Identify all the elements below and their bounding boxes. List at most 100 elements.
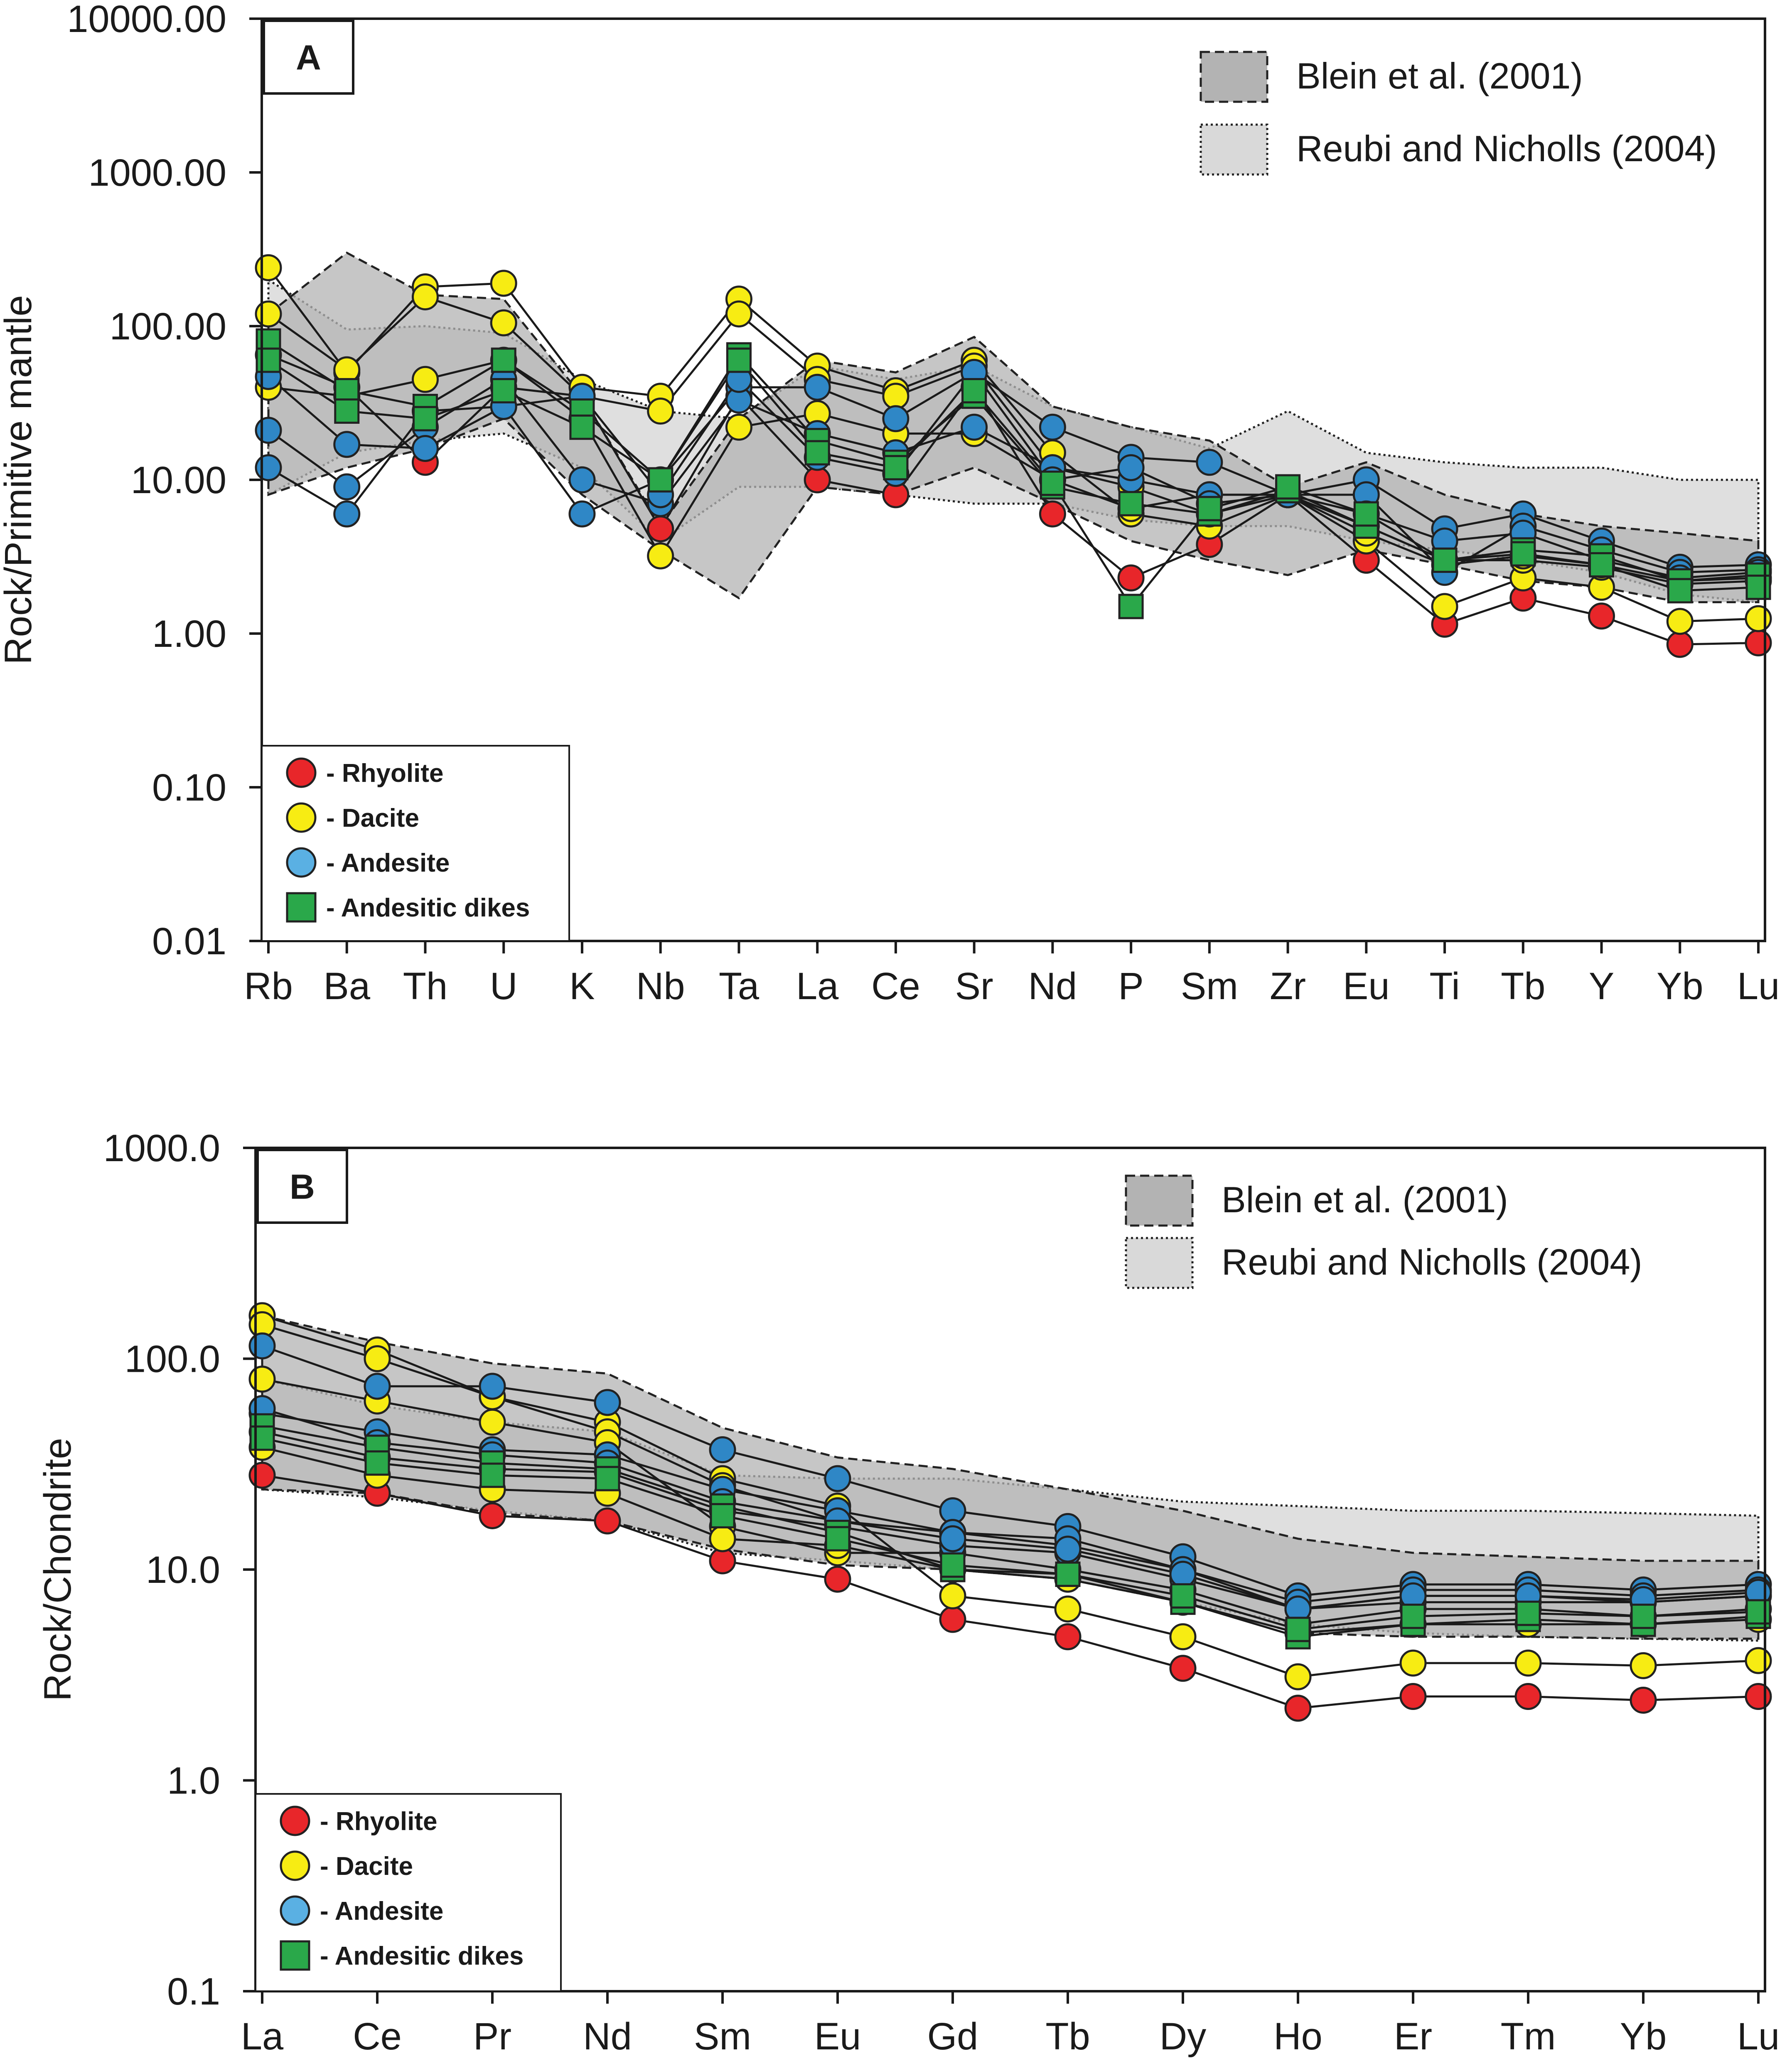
panel-b-point-dacite-er — [1399, 1649, 1427, 1677]
panel-b-point-andesite-gd — [939, 1525, 966, 1553]
panel-a-point-dikes-la — [804, 440, 830, 466]
panel-a-legend-swatch-blein — [1200, 51, 1268, 103]
panel-a-point-dacite-rb — [255, 254, 282, 281]
panel-a-point-andesite-la — [804, 373, 831, 401]
panel-a-point-rhyolite-y — [1588, 602, 1615, 630]
panel-a-xtick-label-p: P — [1118, 965, 1143, 1007]
panel-a-point-dikes-nd — [1040, 470, 1065, 496]
panel-a-point-dikes-p — [1118, 594, 1144, 619]
panel-b-point-rhyolite-tb — [1054, 1623, 1082, 1651]
panel-a-legend-marker-dacite — [286, 802, 317, 833]
panel-a-point-dacite-th — [411, 283, 439, 311]
panel-b-point-dacite-dy — [1169, 1623, 1197, 1651]
panel-b-point-dacite-gd — [939, 1582, 966, 1609]
panel-b-xtick-label-er: Er — [1394, 2015, 1432, 2058]
panel-a-legend-label-blein: Blein et al. (2001) — [1296, 55, 1583, 96]
panel-b-point-rhyolite-lu — [1745, 1683, 1772, 1710]
panel-b-xtick-label-dy: Dy — [1160, 2015, 1206, 2058]
panel-a-point-rhyolite-nd — [1039, 500, 1066, 528]
panel-a-point-dacite-nb — [647, 398, 674, 425]
panel-b-point-andesite-la — [248, 1332, 276, 1360]
panel-b-point-andesite-nd — [594, 1389, 621, 1416]
panel-a-point-dikes-u — [491, 347, 516, 373]
panel-a-xtick-label-k: K — [569, 965, 595, 1007]
panel-a-point-dikes-ti — [1432, 547, 1458, 573]
panel-a-point-dacite-lu — [1745, 605, 1772, 632]
panel-a-xtick-label-eu: Eu — [1343, 965, 1390, 1007]
panel-b-point-dikes-nd — [595, 1466, 620, 1491]
panel-a-point-dikes-ta — [726, 347, 752, 373]
panel-b-point-rhyolite-nd — [594, 1507, 621, 1535]
panel-a-point-rhyolite-yb — [1666, 631, 1694, 658]
panel-a-legend-label-dikes: - Andesitic dikes — [326, 894, 530, 922]
panel-b-point-dikes-gd — [940, 1552, 966, 1578]
panel-a-ylabel: Rock/Primitive mantle — [0, 295, 39, 665]
panel-a-point-dikes-sm — [1197, 496, 1222, 521]
panel-a-ytick-label: 10.00 — [131, 459, 226, 501]
panel-b-axes: 0.1 1.0 10.0 100.0 1000.0 La Ce Pr Nd Sm Eu Gd Tb Dy H… — [37, 1127, 1780, 2058]
panel-a-point-dikes-th — [412, 406, 438, 432]
panel-a-point-dikes-lu — [1745, 575, 1771, 600]
panel-a-point-andesite-rb — [255, 454, 282, 481]
panel-b-xtick-label-la: La — [241, 2015, 284, 2058]
panel-a-xtick-label-lu: Lu — [1737, 965, 1780, 1007]
panel-a-point-andesite-ba — [333, 473, 361, 501]
panel-b-xtick-label-tm: Tm — [1501, 2015, 1556, 2058]
panel-a-legend-label-rhyolite: - Rhyolite — [326, 759, 443, 788]
panel-a-ytick-label: 10000.00 — [67, 0, 226, 40]
panel-b-point-dacite-ce — [364, 1345, 391, 1372]
panel-a-point-dikes-u — [491, 378, 516, 403]
panel-a-legend-swatch-reubi — [1200, 123, 1268, 176]
panel-b-series-line-8 — [262, 1431, 1759, 1610]
panel-b-point-rhyolite-gd — [939, 1606, 966, 1633]
panel-a-legend-label-reubi: Reubi and Nicholls (2004) — [1296, 128, 1717, 169]
panel-a-xtick-label-ce: Ce — [871, 965, 920, 1007]
panel-a-point-dacite-ti — [1431, 593, 1458, 620]
panel-b-legend-label-andesite: - Andesite — [320, 1897, 443, 1926]
panel-b-point-dacite-la — [248, 1366, 276, 1393]
panel-a-point-dikes-tb — [1510, 541, 1536, 567]
panel-b-point-dacite-pr — [479, 1408, 506, 1436]
panel-b-point-dacite-lu — [1745, 1647, 1772, 1674]
panel-b-legend-label-blein: Blein et al. (2001) — [1222, 1179, 1508, 1220]
panel-b-legend-marker-rhyolite — [280, 1806, 310, 1836]
panel-a-point-andesite-k — [568, 500, 596, 528]
panel-b-xtick-label-ho: Ho — [1273, 2015, 1322, 2058]
panel-a-point-andesite-th — [411, 435, 439, 462]
panel-a-point-dikes-nb — [648, 467, 674, 493]
panel-a-xtick-label-nb: Nb — [636, 965, 685, 1007]
panel-a-point-dikes-yb — [1667, 578, 1693, 604]
panel-a-ytick-label: 100.00 — [110, 305, 226, 348]
panel-b-point-rhyolite-eu — [824, 1565, 851, 1593]
panel-a-point-andesite-ce — [882, 405, 910, 432]
panel-a-point-dacite-ta — [725, 413, 752, 441]
panel-a-point-andesite-sr — [961, 413, 988, 441]
panel-a-point-rhyolite-la — [804, 466, 831, 494]
panel-b-point-dacite-yb — [1630, 1652, 1657, 1679]
panel-b-xtick-label-yb: Yb — [1620, 2015, 1667, 2058]
panel-b-letter: B — [290, 1167, 315, 1206]
panel-b-point-dikes-sm — [710, 1503, 735, 1528]
panel-b-point-andesite-ce — [364, 1373, 391, 1400]
panel-b-point-andesite-dy — [1169, 1560, 1197, 1588]
panel-a-point-dikes-zr — [1275, 474, 1301, 500]
panel-a-point-andesite-sm — [1196, 449, 1223, 476]
panel-b-legend-label-rhyolite: - Rhyolite — [320, 1807, 437, 1836]
panel-b-xtick-label-tb: Tb — [1045, 2015, 1090, 2058]
panel-a-legend-marker-rhyolite — [286, 757, 317, 788]
panel-b-series-line-6 — [262, 1345, 1759, 1597]
panel-a-point-rhyolite-lu — [1745, 629, 1772, 656]
panel-b-point-dacite-tb — [1054, 1595, 1082, 1623]
panel-a-point-dacite-yb — [1666, 608, 1694, 635]
panel-a-point-dikes-k — [569, 414, 595, 440]
panel-b-point-andesite-sm — [709, 1436, 736, 1464]
panel-b-point-rhyolite-tm — [1514, 1683, 1542, 1710]
panel-a-point-dacite-nb — [647, 542, 674, 570]
panel-a-xtick-label-sm: Sm — [1181, 965, 1238, 1007]
panel-a-ytick-label: 0.10 — [152, 766, 226, 809]
panel-a-letter: A — [296, 38, 321, 77]
panel-b-point-dikes-dy — [1170, 1583, 1196, 1609]
panel-b-ytick-label: 0.1 — [167, 1970, 220, 2013]
panel-a-point-dacite-ta — [725, 300, 752, 328]
